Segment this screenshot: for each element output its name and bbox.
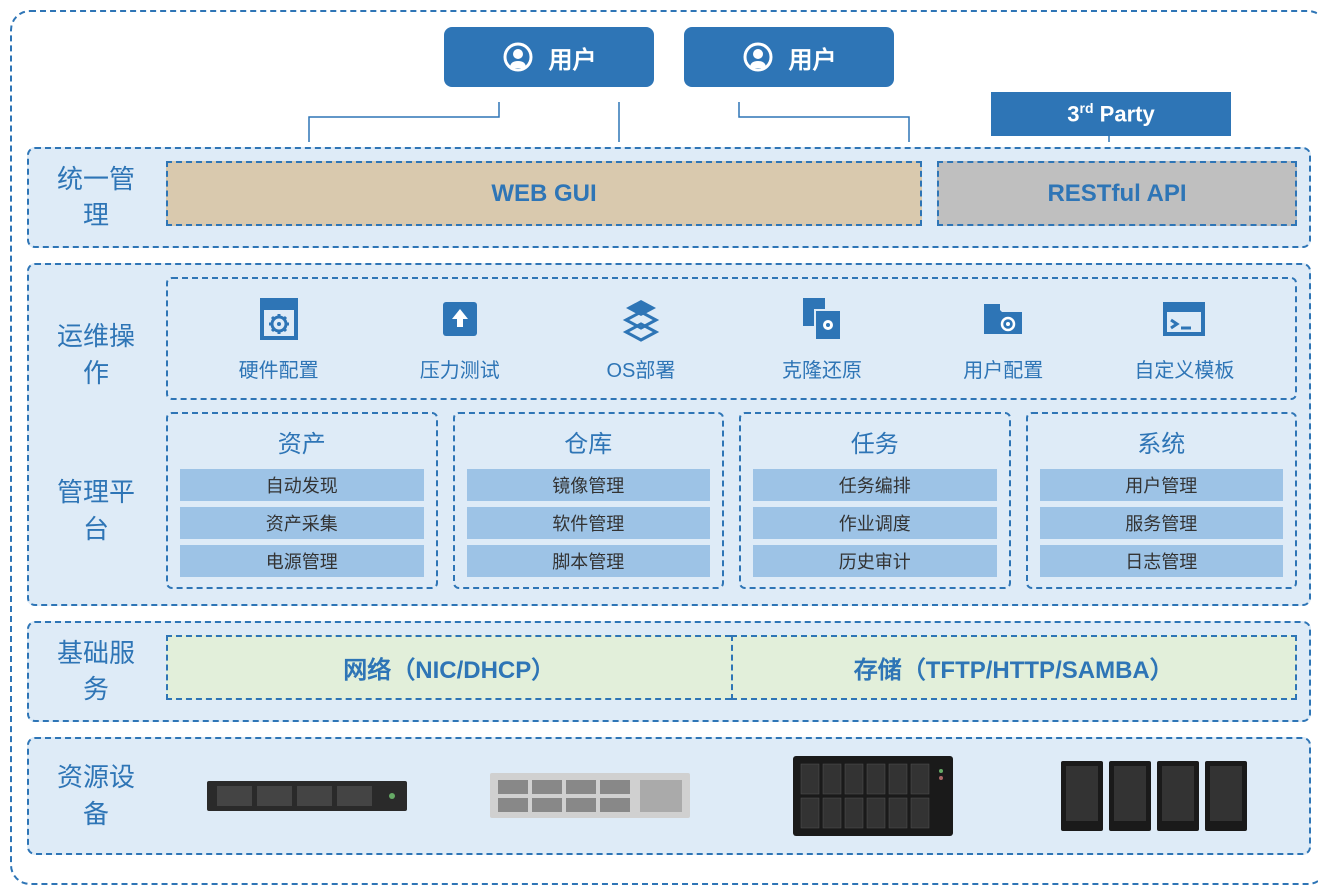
layer-label-base: 基础服务 <box>41 635 151 708</box>
mgmt-title: 仓库 <box>564 424 612 459</box>
mgmt-item: 作业调度 <box>753 507 997 539</box>
layer-label-unified: 统一管理 <box>41 161 151 234</box>
mgmt-title: 系统 <box>1137 424 1185 459</box>
mgmt-group: 仓库镜像管理软件管理脚本管理 <box>453 412 725 589</box>
layer-label-resource: 资源设备 <box>41 751 151 841</box>
mgmt-item: 资产采集 <box>180 507 424 539</box>
architecture-diagram: 用户 用户 3rd Party 统一管理 WEB GUI RESTful API <box>10 10 1318 885</box>
ops-item-label: 硬件配置 <box>239 354 319 383</box>
restful-box: RESTful API <box>937 161 1297 226</box>
rack-cabinets-icon <box>1056 761 1256 831</box>
ops-item-label: 用户配置 <box>963 354 1043 383</box>
rack-server-1u-icon <box>207 761 407 831</box>
mgmt-item: 日志管理 <box>1040 545 1284 577</box>
user-label: 用户 <box>549 40 597 75</box>
mgmt-item: 用户管理 <box>1040 469 1284 501</box>
layer-label-mgmt: 管理平台 <box>41 433 151 589</box>
ops-item: 压力测试 <box>385 294 535 383</box>
upload-icon <box>435 294 485 344</box>
ops-item-label: 克隆还原 <box>782 354 862 383</box>
ops-item-label: OS部署 <box>606 354 675 383</box>
unified-layer: 统一管理 WEB GUI RESTful API <box>27 147 1311 248</box>
top-row: 用户 用户 3rd Party <box>27 27 1311 107</box>
user-icon <box>502 41 534 73</box>
ops-content: 硬件配置 压力测试 OS部署 克隆还原 用户配置 自定义模板 资产自动发现资产采集电源管理… <box>166 277 1297 589</box>
mgmt-item: 历史审计 <box>753 545 997 577</box>
mgmt-item: 脚本管理 <box>467 545 711 577</box>
user-box-2: 用户 <box>684 27 894 87</box>
user-box-1: 用户 <box>444 27 654 87</box>
terminal-icon <box>1159 294 1209 344</box>
mgmt-row: 资产自动发现资产采集电源管理仓库镜像管理软件管理脚本管理任务任务编排作业调度历史… <box>166 412 1297 589</box>
user-label: 用户 <box>789 40 837 75</box>
mgmt-group: 系统用户管理服务管理日志管理 <box>1026 412 1298 589</box>
mgmt-item: 服务管理 <box>1040 507 1284 539</box>
mgmt-title: 资产 <box>278 424 326 459</box>
ops-item-label: 自定义模板 <box>1134 354 1234 383</box>
folder-gear-icon <box>978 294 1028 344</box>
network-box: 网络（NIC/DHCP） <box>166 635 731 700</box>
gear-doc-icon <box>254 294 304 344</box>
layer-label-ops: 运维操作 <box>41 277 151 433</box>
resource-layer: 资源设备 <box>27 737 1311 855</box>
base-layer: 基础服务 网络（NIC/DHCP） 存储（TFTP/HTTP/SAMBA） <box>27 621 1311 722</box>
mgmt-item: 任务编排 <box>753 469 997 501</box>
ops-item: 自定义模板 <box>1109 294 1259 383</box>
mgmt-group: 任务任务编排作业调度历史审计 <box>739 412 1011 589</box>
mgmt-title: 任务 <box>851 424 899 459</box>
mgmt-item: 镜像管理 <box>467 469 711 501</box>
copy-gear-icon <box>797 294 847 344</box>
mgmt-group: 资产自动发现资产采集电源管理 <box>166 412 438 589</box>
ops-item: 硬件配置 <box>204 294 354 383</box>
mgmt-item: 自动发现 <box>180 469 424 501</box>
user-icon <box>742 41 774 73</box>
ops-mgmt-layer: 运维操作 管理平台 硬件配置 压力测试 OS部署 克隆还原 用户配置 自定义模板 资产自动… <box>27 263 1311 606</box>
stack-icon <box>616 294 666 344</box>
mgmt-item: 软件管理 <box>467 507 711 539</box>
ops-item: 克隆还原 <box>747 294 897 383</box>
ops-item: 用户配置 <box>928 294 1078 383</box>
mgmt-item: 电源管理 <box>180 545 424 577</box>
blade-chassis-icon <box>773 761 973 831</box>
base-content: 网络（NIC/DHCP） 存储（TFTP/HTTP/SAMBA） <box>166 635 1297 708</box>
unified-content: WEB GUI RESTful API <box>166 161 1297 234</box>
ops-item-label: 压力测试 <box>420 354 500 383</box>
webgui-box: WEB GUI <box>166 161 922 226</box>
resource-content <box>166 751 1297 841</box>
ops-item: OS部署 <box>566 294 716 383</box>
storage-box: 存储（TFTP/HTTP/SAMBA） <box>731 635 1298 700</box>
ops-row: 硬件配置 压力测试 OS部署 克隆还原 用户配置 自定义模板 <box>166 277 1297 400</box>
connectors <box>27 117 1311 147</box>
rack-server-2u-icon <box>490 761 690 831</box>
